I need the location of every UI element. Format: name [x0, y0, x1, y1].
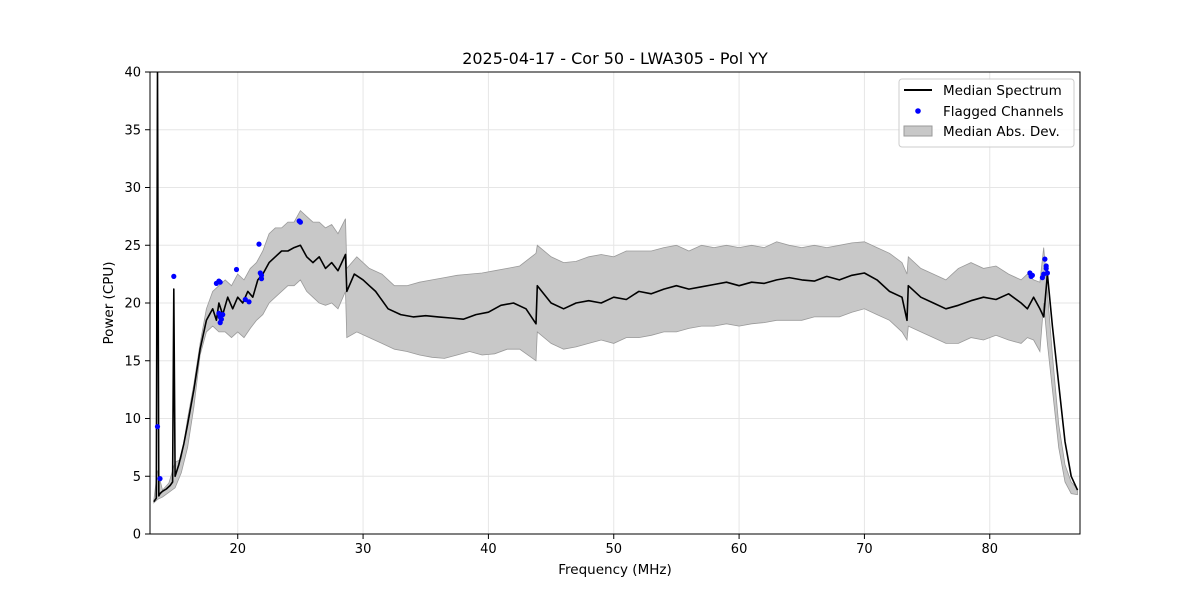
flagged-point	[233, 266, 240, 273]
median-abs-dev-band	[153, 209, 1078, 504]
flagged-point	[157, 476, 163, 482]
y-tick-label: 30	[124, 181, 141, 196]
flagged-channels	[154, 218, 1050, 482]
flagged-point	[171, 273, 177, 279]
flagged-point	[217, 320, 223, 326]
flagged-point	[1044, 270, 1050, 276]
legend-box	[898, 78, 1075, 148]
flagged-point	[1042, 256, 1048, 262]
flagged-point	[242, 296, 248, 303]
y-axis-label: Power (CPU)	[101, 261, 117, 344]
legend-flagged-label: Flagged Channels	[943, 104, 1064, 120]
y-tick-label: 15	[124, 354, 141, 369]
flagged-point	[1043, 265, 1049, 271]
y-tick-label: 25	[124, 239, 141, 254]
flagged-point	[258, 276, 265, 282]
legend: Median Spectrum Flagged Channels Median …	[898, 78, 1075, 148]
median-spectrum-line	[153, 72, 1079, 503]
flagged-point	[154, 424, 161, 430]
y-tick-label: 20	[124, 297, 141, 312]
y-tick-label: 0	[133, 528, 141, 543]
chart-title: 2025-04-17 - Cor 50 - LWA305 - Pol YY	[462, 49, 768, 68]
flagged-point	[217, 279, 223, 285]
legend-mad-label: Median Abs. Dev.	[943, 124, 1060, 140]
y-tick-label: 40	[124, 66, 141, 81]
x-tick-label: 40	[480, 542, 497, 557]
x-tick-label: 30	[355, 542, 372, 557]
flagged-point	[246, 299, 252, 305]
x-tick-label: 20	[229, 542, 246, 557]
flagged-point	[297, 219, 303, 225]
x-axis: 20 30 40 50 60 70 80	[229, 534, 998, 557]
x-tick-label: 50	[605, 542, 622, 557]
x-tick-label: 70	[856, 542, 873, 557]
flagged-point	[220, 312, 226, 318]
legend-mad-swatch	[903, 125, 933, 137]
flagged-point	[1029, 272, 1035, 278]
x-tick-label: 80	[981, 542, 998, 557]
y-axis: 0 5 10 15 20 25 30 35 40	[124, 66, 150, 543]
y-tick-label: 5	[133, 470, 141, 485]
y-tick-label: 35	[124, 123, 141, 138]
legend-flagged-swatch	[915, 108, 921, 114]
flagged-point	[256, 241, 262, 247]
legend-median-label: Median Spectrum	[943, 83, 1062, 99]
x-tick-label: 60	[731, 542, 748, 557]
x-axis-label: Frequency (MHz)	[558, 562, 671, 578]
y-tick-label: 10	[124, 412, 141, 427]
